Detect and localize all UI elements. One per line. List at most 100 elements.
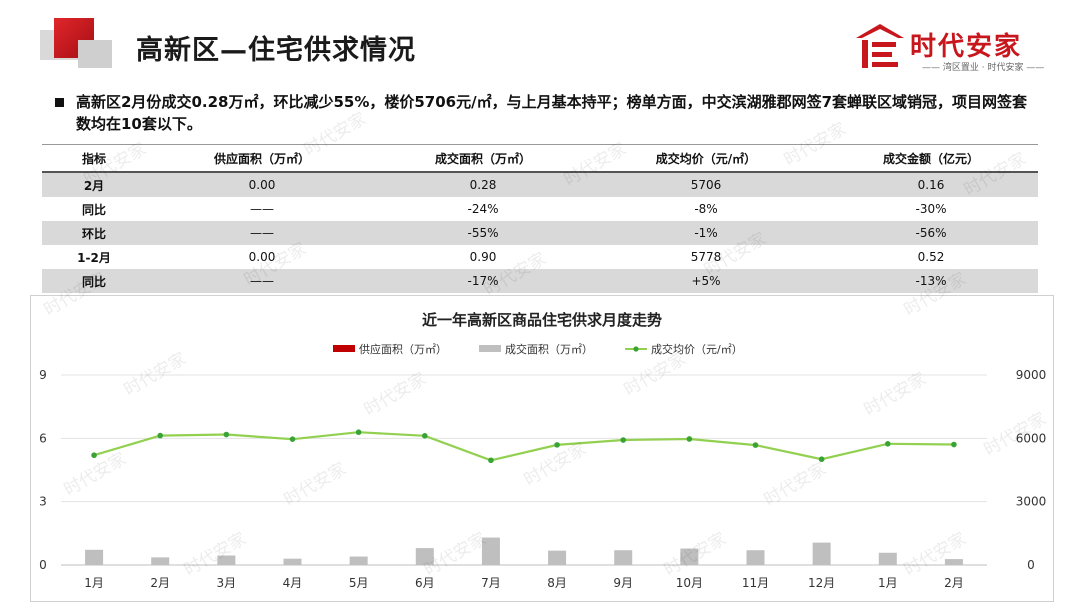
table-cell: -56% bbox=[824, 221, 1038, 245]
deal-area-bar bbox=[283, 558, 302, 565]
table-cell: 5778 bbox=[690, 250, 722, 264]
price-point bbox=[818, 456, 825, 463]
x-tick-label: 3月 bbox=[217, 576, 237, 590]
deal-area-bar bbox=[944, 559, 963, 565]
brand-logo: 时代安家 —— 湾区置业 · 时代安家 —— bbox=[852, 22, 1052, 74]
table-cell: 0.28 bbox=[378, 172, 588, 197]
x-tick-label: 10月 bbox=[676, 576, 703, 590]
table-cell: -24% bbox=[467, 202, 499, 216]
table-header-cell: 成交金额（亿元） bbox=[824, 144, 1038, 173]
table-cell: 0.52 bbox=[917, 250, 945, 264]
legend-label: 供应面积（万㎡） bbox=[359, 342, 447, 356]
table-cell: -17% bbox=[378, 269, 588, 293]
table-cell: 5706 bbox=[588, 172, 824, 197]
table-cell: -1% bbox=[588, 221, 824, 245]
table-cell: —— bbox=[146, 221, 378, 245]
price-point bbox=[91, 452, 97, 459]
price-point bbox=[951, 441, 957, 448]
table-cell: -8% bbox=[694, 202, 718, 216]
table-cell: -13% bbox=[824, 269, 1038, 293]
table-cell: 同比 bbox=[81, 202, 106, 217]
table-cell: -55% bbox=[378, 221, 588, 245]
x-tick-label: 1月 bbox=[84, 576, 104, 590]
x-tick-label: 1月 bbox=[878, 576, 898, 590]
table-row: 1-2月 0.00 0.90 5778 0.52 bbox=[42, 245, 1038, 269]
table-row: 同比 —— -17% +5% -13% bbox=[42, 269, 1038, 293]
x-tick-label: 4月 bbox=[283, 576, 303, 590]
x-tick-label: 5月 bbox=[349, 576, 369, 590]
stats-table: 指标 供应面积（万㎡） 成交面积（万㎡） 成交均价（元/㎡） 成交金额（亿元） … bbox=[42, 144, 1038, 293]
y-right-tick-label: 3000 bbox=[1016, 495, 1047, 509]
x-tick-label: 8月 bbox=[547, 576, 567, 590]
page-title: 高新区—住宅供求情况 bbox=[136, 35, 416, 66]
chart-panel: 近一年高新区商品住宅供求月度走势 供应面积（万㎡） 成交面积（万㎡） 成交均价（元/㎡… bbox=[30, 295, 1054, 602]
table-cell: +5% bbox=[588, 269, 824, 293]
x-tick-label: 2月 bbox=[944, 576, 964, 590]
deal-area-bar bbox=[349, 556, 368, 565]
x-tick-label: 12月 bbox=[808, 576, 835, 590]
table-header-cell: 供应面积（万㎡） bbox=[146, 144, 378, 173]
price-point bbox=[355, 429, 362, 436]
deal-area-bar bbox=[217, 555, 236, 565]
y-left-tick-label: 9 bbox=[39, 368, 47, 382]
summary-text: 高新区2月份成交0.28万㎡，环比减少55%，楼价5706元/㎡，与上月基本持平… bbox=[76, 93, 1028, 133]
table-header-cell: 成交面积（万㎡） bbox=[378, 144, 588, 173]
deal-area-bar bbox=[614, 550, 633, 565]
table-row: 2月 0.00 0.28 5706 0.16 bbox=[42, 172, 1038, 197]
price-point bbox=[752, 442, 759, 448]
price-point bbox=[421, 433, 428, 439]
x-tick-label: 11月 bbox=[742, 576, 769, 590]
logo-subtitle: —— 湾区置业 · 时代安家 —— bbox=[922, 63, 1045, 73]
table-cell: 0.00 bbox=[146, 172, 378, 197]
deal-area-bar bbox=[548, 550, 567, 565]
deal-area-bar bbox=[746, 550, 765, 565]
price-line bbox=[93, 431, 954, 462]
price-point bbox=[289, 436, 296, 442]
deal-area-bar bbox=[85, 549, 104, 565]
y-left-tick-label: 6 bbox=[39, 431, 47, 445]
table-row: 同比 —— -24% -8% -30% bbox=[42, 197, 1038, 221]
x-tick-label: 7月 bbox=[481, 576, 501, 590]
price-point bbox=[554, 442, 560, 448]
table-cell: -30% bbox=[915, 202, 947, 216]
table-cell: 0.16 bbox=[824, 172, 1038, 197]
y-left-tick-label: 0 bbox=[39, 558, 47, 572]
deal-area-bar bbox=[151, 557, 170, 565]
price-point bbox=[884, 441, 891, 447]
price-point bbox=[157, 432, 164, 439]
table-cell: 0.90 bbox=[469, 250, 497, 264]
table-cell: 同比 bbox=[42, 269, 146, 293]
y-right-tick-label: 6000 bbox=[1016, 431, 1047, 445]
logo-mark-icon bbox=[856, 24, 904, 68]
table-header-cell: 成交均价（元/㎡） bbox=[588, 144, 824, 173]
table-cell: —— bbox=[146, 269, 378, 293]
legend-marker-price bbox=[633, 346, 639, 352]
price-point bbox=[223, 431, 230, 438]
legend-label: 成交均价（元/㎡） bbox=[651, 342, 743, 356]
legend-label: 成交面积（万㎡） bbox=[505, 342, 593, 356]
table-cell: —— bbox=[250, 202, 274, 216]
legend-swatch-supply bbox=[333, 345, 355, 352]
y-right-tick-label: 0 bbox=[1027, 558, 1035, 572]
deal-area-bar bbox=[812, 542, 831, 565]
table-cell: 0.00 bbox=[248, 250, 276, 264]
x-tick-label: 9月 bbox=[613, 576, 633, 590]
table-row: 环比 —— -55% -1% -56% bbox=[42, 221, 1038, 245]
deal-area-bar bbox=[680, 548, 699, 565]
table-cell: 1-2月 bbox=[77, 250, 111, 265]
table-header-cell: 指标 bbox=[42, 144, 146, 173]
price-point bbox=[488, 457, 494, 464]
legend-swatch-deal-area bbox=[479, 345, 501, 352]
y-left-tick-label: 3 bbox=[39, 495, 47, 509]
decor-square-light bbox=[78, 40, 112, 68]
deal-area-bar bbox=[415, 548, 434, 565]
deal-area-bar bbox=[878, 552, 897, 565]
table-cell: 2月 bbox=[42, 172, 146, 197]
logo-text: 时代安家 bbox=[910, 32, 1023, 62]
bullet-icon bbox=[55, 98, 64, 107]
x-tick-label: 2月 bbox=[150, 576, 170, 590]
deal-area-bar bbox=[481, 537, 500, 565]
x-tick-label: 6月 bbox=[415, 576, 435, 590]
price-point bbox=[620, 437, 627, 443]
